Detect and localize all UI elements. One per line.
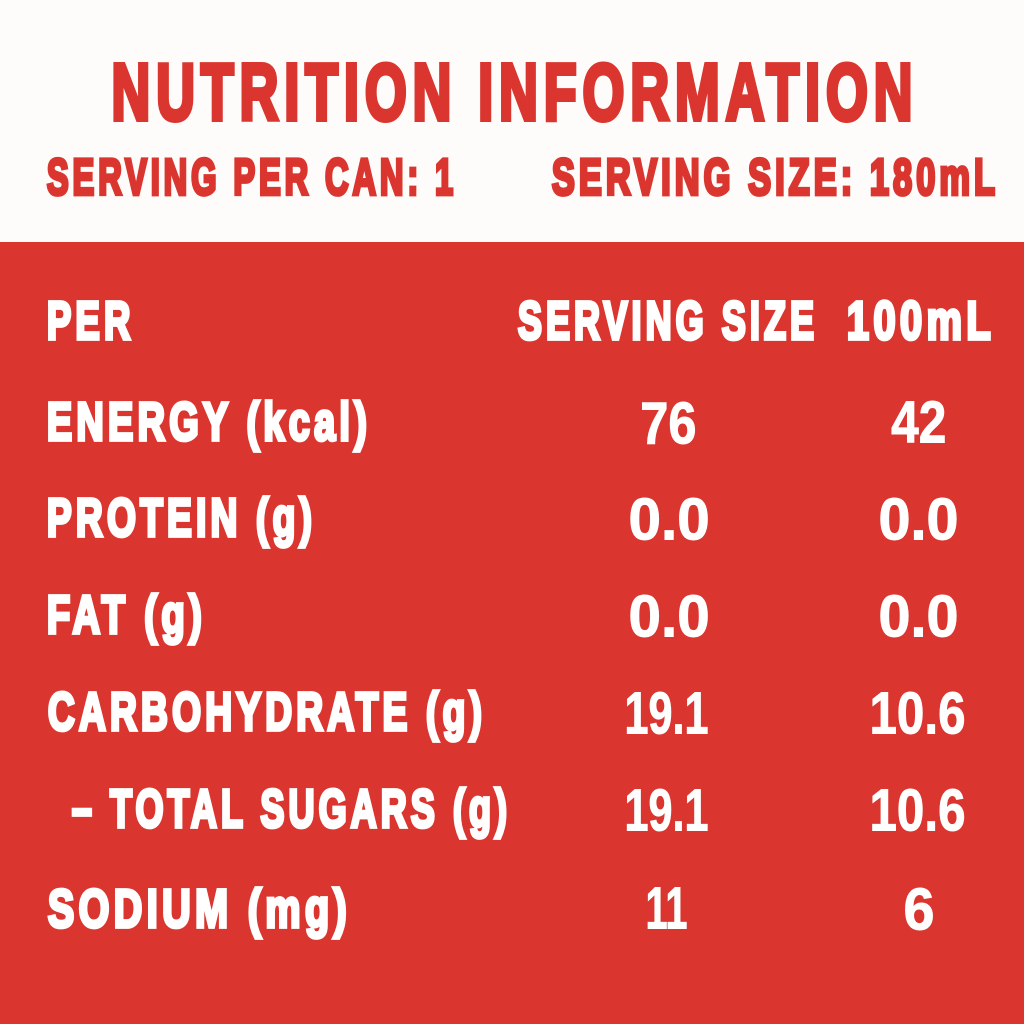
svg-text:PER: PER bbox=[47, 292, 135, 351]
svg-text:ENERGY (kcal): ENERGY (kcal) bbox=[47, 393, 371, 452]
svg-text:SODIUM (mg): SODIUM (mg) bbox=[48, 880, 351, 939]
svg-text:– TOTAL SUGARS (g): – TOTAL SUGARS (g) bbox=[72, 780, 511, 839]
svg-text:SERVING SIZE: SERVING SIZE bbox=[518, 292, 818, 351]
svg-text:0.0: 0.0 bbox=[879, 583, 959, 650]
svg-text:42: 42 bbox=[891, 389, 946, 456]
svg-text:19.1: 19.1 bbox=[625, 680, 709, 747]
svg-text:SERVING SIZE: 180mL: SERVING SIZE: 180mL bbox=[552, 148, 999, 205]
svg-text:0.0: 0.0 bbox=[629, 486, 710, 553]
svg-text:76: 76 bbox=[640, 390, 696, 457]
svg-text:10.6: 10.6 bbox=[870, 777, 966, 844]
svg-text:CARBOHYDRATE (g): CARBOHYDRATE (g) bbox=[48, 683, 486, 742]
svg-text:6: 6 bbox=[904, 876, 935, 943]
svg-text:0.0: 0.0 bbox=[629, 583, 710, 650]
svg-text:10.6: 10.6 bbox=[870, 680, 966, 747]
svg-text:0.0: 0.0 bbox=[879, 486, 959, 553]
svg-text:19.1: 19.1 bbox=[625, 777, 709, 844]
svg-text:11: 11 bbox=[646, 875, 688, 942]
svg-text:NUTRITION INFORMATION: NUTRITION INFORMATION bbox=[112, 48, 919, 137]
svg-text:100mL: 100mL bbox=[847, 292, 995, 351]
svg-text:FAT (g): FAT (g) bbox=[47, 586, 206, 645]
svg-text:PROTEIN (g): PROTEIN (g) bbox=[47, 489, 316, 548]
svg-text:SERVING PER CAN: 1: SERVING PER CAN: 1 bbox=[47, 148, 457, 205]
